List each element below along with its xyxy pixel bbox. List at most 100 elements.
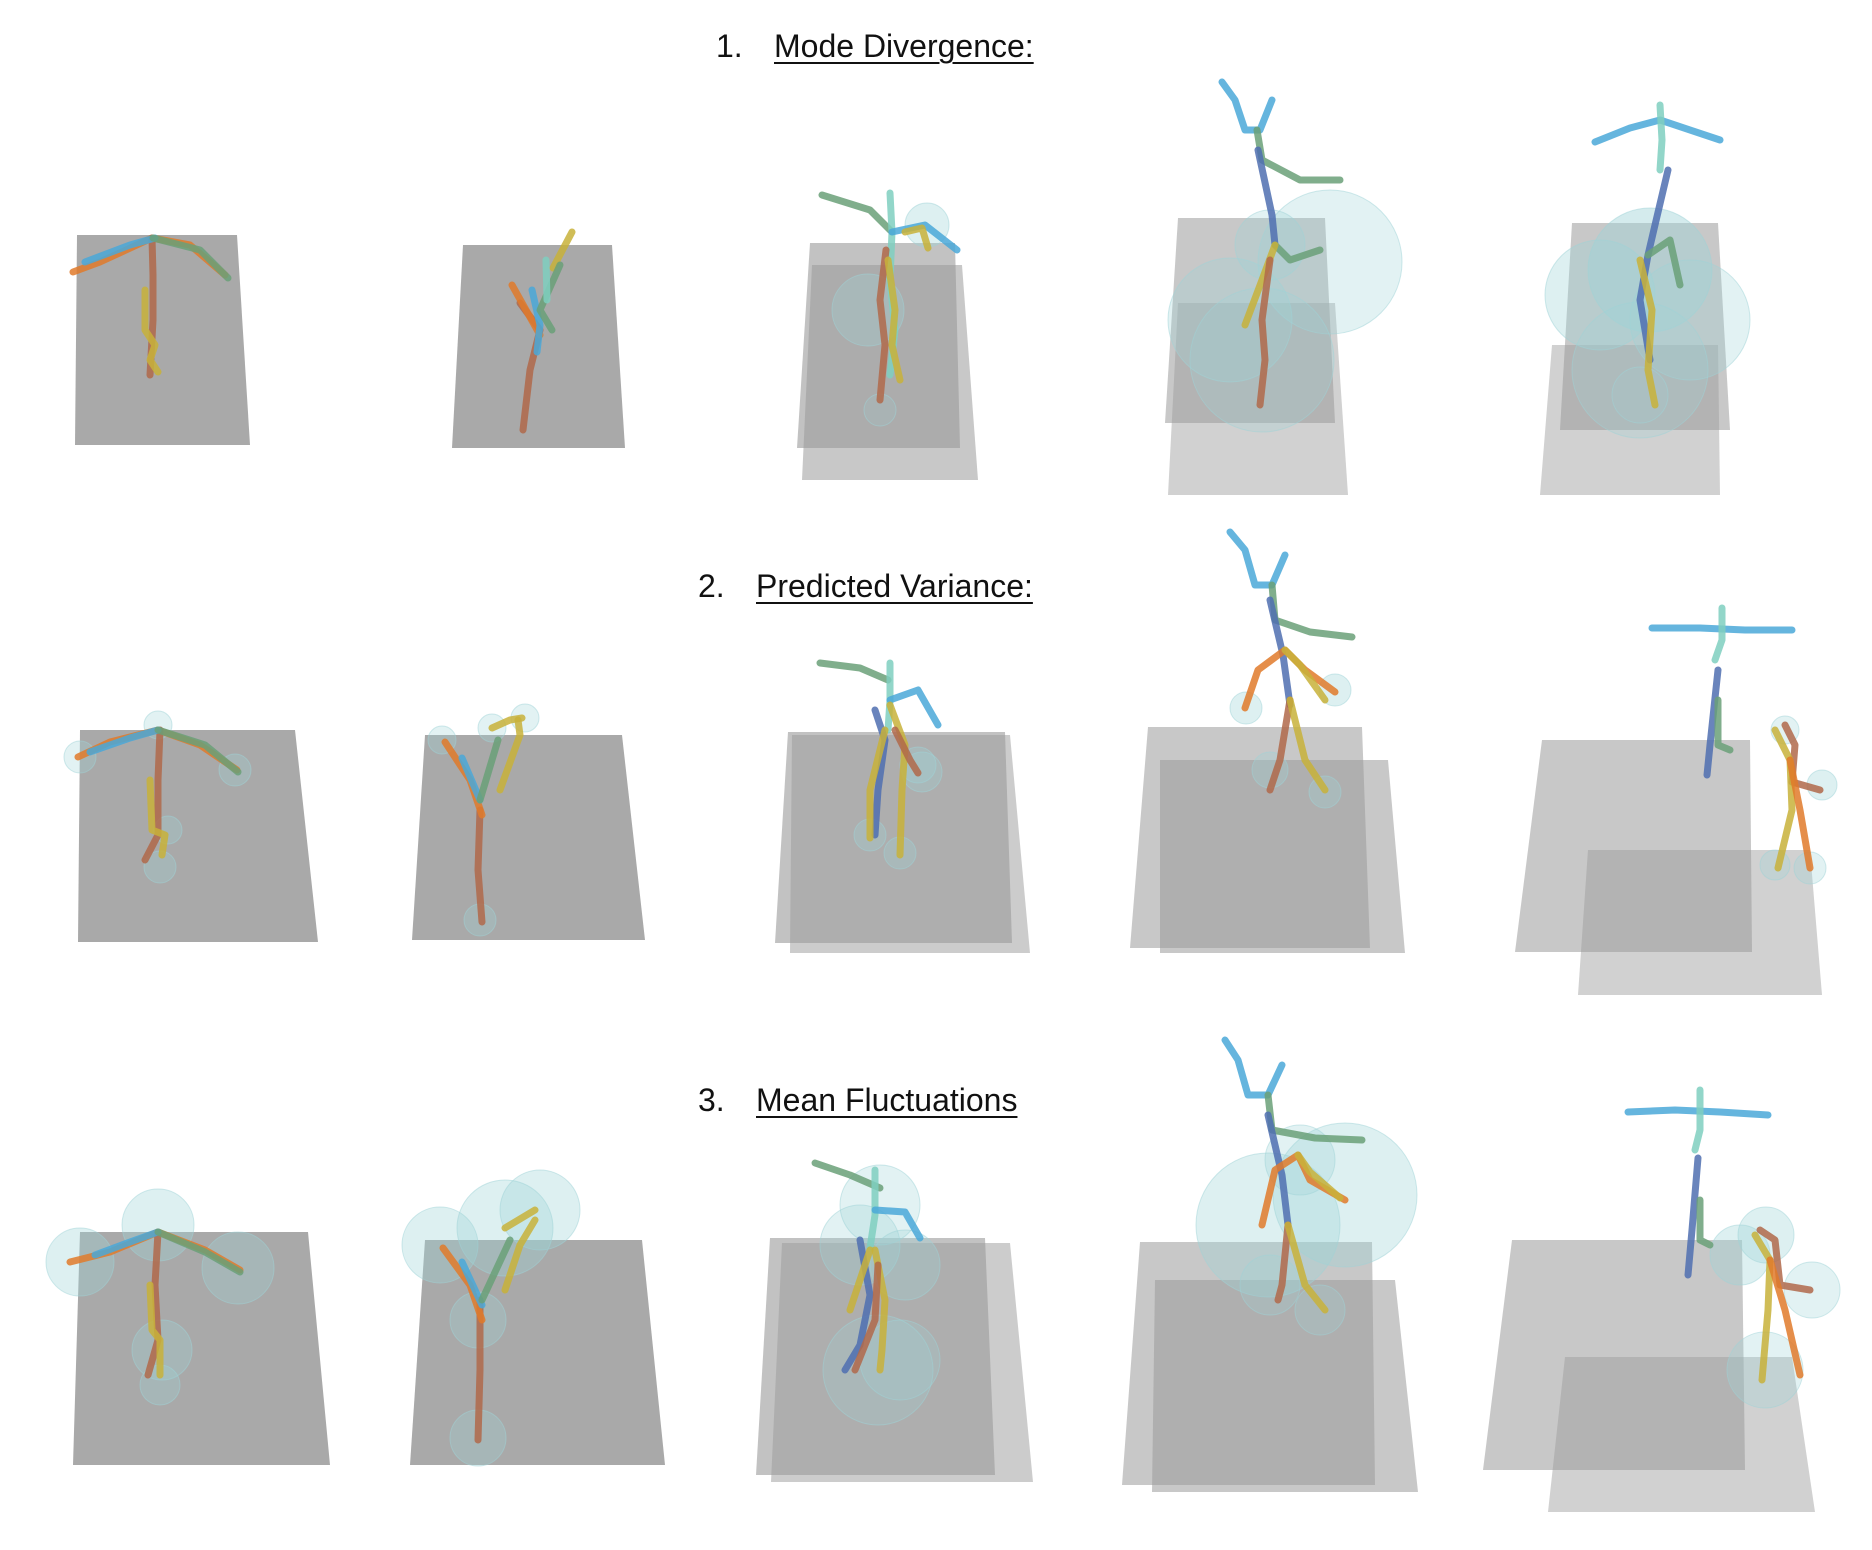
skeleton-limb — [884, 256, 904, 384]
variance-bubble — [1195, 1152, 1341, 1298]
skeleton-limb — [1264, 1111, 1292, 1229]
ground-plane — [1548, 1357, 1815, 1512]
skeleton-limb — [542, 256, 551, 304]
skeleton-limb — [1771, 726, 1796, 872]
ground-plane — [412, 735, 645, 940]
skeleton-limb — [474, 806, 486, 926]
variance-bubble — [1759, 849, 1791, 881]
skeleton-limb — [1636, 256, 1659, 409]
skeleton-limb — [1286, 696, 1329, 794]
skeleton-limb — [501, 1206, 539, 1232]
skeleton-limb — [1591, 116, 1724, 146]
skeleton-limb — [508, 281, 544, 339]
ground-plane — [1160, 760, 1405, 953]
skeleton-limb — [901, 224, 932, 252]
skeleton-limb — [81, 234, 159, 266]
variance-bubble — [869, 1229, 941, 1301]
variance-bubble — [1239, 1254, 1301, 1316]
ground-plane — [1515, 740, 1752, 952]
skeleton-limb — [1271, 241, 1324, 264]
skeleton-limb — [1268, 581, 1356, 641]
ground-plane — [1578, 850, 1822, 995]
skeleton-limb — [496, 716, 524, 794]
skeleton-limb — [154, 726, 242, 776]
skeleton-limb — [1281, 646, 1329, 704]
skeleton-limb — [1226, 528, 1289, 589]
skeleton-limb — [1751, 1231, 1774, 1384]
row-title-predicted-variance: 2. Predicted Variance: — [698, 568, 1033, 605]
row-number: 2. — [698, 568, 725, 604]
skeleton-limb — [86, 726, 162, 756]
skeleton-limb — [458, 1258, 486, 1309]
skeleton-limb — [1714, 696, 1734, 754]
skeleton-limb — [528, 286, 544, 356]
skeleton-limb — [501, 1216, 539, 1294]
skeleton-limb — [141, 726, 164, 864]
variance-bubble — [1272, 1122, 1418, 1268]
skeleton-limb — [536, 261, 564, 334]
skeleton-limb — [1253, 126, 1344, 184]
skeleton-limb — [1711, 604, 1726, 664]
row-number: 1. — [716, 28, 743, 64]
ground-plane — [1152, 1280, 1418, 1492]
skeleton-limb — [851, 1261, 882, 1374]
skeleton-limb — [1766, 1256, 1804, 1379]
skeleton-limb — [846, 1246, 874, 1314]
skeleton-limb — [91, 1228, 162, 1259]
skeleton-limb — [871, 706, 889, 839]
skeleton-limb — [886, 701, 909, 859]
variance-bubble — [1544, 239, 1656, 351]
ground-plane — [75, 235, 250, 445]
variance-bubble — [499, 1169, 581, 1251]
skeleton-limb — [886, 686, 942, 729]
skeleton-limb — [1266, 696, 1294, 794]
row-title-mean-fluctuations: 3. Mean Fluctuations — [698, 1082, 1017, 1119]
row-label: Mode Divergence: — [774, 28, 1034, 64]
skeleton-limb — [866, 1166, 879, 1252]
skeleton-limb — [1256, 256, 1274, 409]
skeleton-limb — [1656, 101, 1666, 174]
skeleton-limb — [1691, 1086, 1704, 1154]
skeleton-limb — [891, 726, 922, 777]
skeleton-limb — [1703, 666, 1722, 779]
skeleton-limb — [1786, 756, 1814, 872]
skeleton-limb — [149, 234, 232, 282]
skeleton-limb — [458, 754, 484, 804]
ground-plane — [1540, 345, 1720, 495]
skeleton-limb — [1284, 1221, 1329, 1314]
skeleton-limb — [141, 286, 162, 376]
skeleton-limb — [1696, 1196, 1714, 1249]
ground-plane — [790, 735, 1030, 953]
skeleton-limb — [1274, 1221, 1292, 1304]
variance-bubble — [1294, 1284, 1346, 1336]
skeleton-limb — [478, 1236, 514, 1304]
skeleton-limb — [144, 1228, 162, 1379]
skeleton-limb — [549, 228, 576, 272]
ground-planes — [73, 218, 1822, 1512]
variance-bubble — [1611, 366, 1669, 424]
skeleton-limb — [1218, 78, 1276, 134]
variance-bubble — [1629, 259, 1751, 381]
skeleton-limb — [1254, 146, 1279, 249]
skeleton-limb — [1221, 1036, 1286, 1099]
variance-bubble — [839, 1164, 921, 1246]
skeleton-limb — [146, 776, 169, 859]
row-number: 3. — [698, 1082, 725, 1118]
row-label: Predicted Variance: — [756, 568, 1033, 604]
skeleton-limb — [876, 246, 890, 404]
row-title-mode-divergence: 1. Mode Divergence: — [716, 28, 1034, 65]
variance-bubble — [1257, 189, 1403, 335]
skeleton-limb — [1644, 236, 1684, 289]
skeleton-limb — [1756, 1226, 1814, 1294]
skeleton-limb — [816, 659, 892, 684]
row-label: Mean Fluctuations — [756, 1082, 1018, 1118]
ground-plane — [78, 730, 318, 942]
skeleton-limb — [1684, 1154, 1702, 1279]
skeleton-limb — [818, 191, 896, 236]
ground-plane — [1483, 1240, 1745, 1470]
ground-plane — [771, 1243, 1033, 1482]
skeleton-limb — [871, 1206, 924, 1242]
skeleton-limb — [866, 726, 889, 842]
skeleton-limb — [1294, 1151, 1344, 1202]
skeleton-limb — [474, 1296, 484, 1444]
